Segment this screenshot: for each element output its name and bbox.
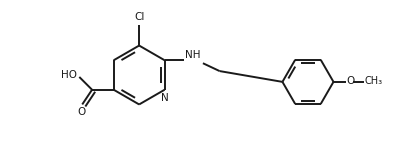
Text: Cl: Cl [134,12,144,22]
Text: HO: HO [61,70,77,80]
Text: N: N [161,93,169,103]
Text: O: O [347,76,355,86]
Text: NH: NH [185,50,200,60]
Text: O: O [77,107,85,117]
Text: CH₃: CH₃ [365,76,383,86]
